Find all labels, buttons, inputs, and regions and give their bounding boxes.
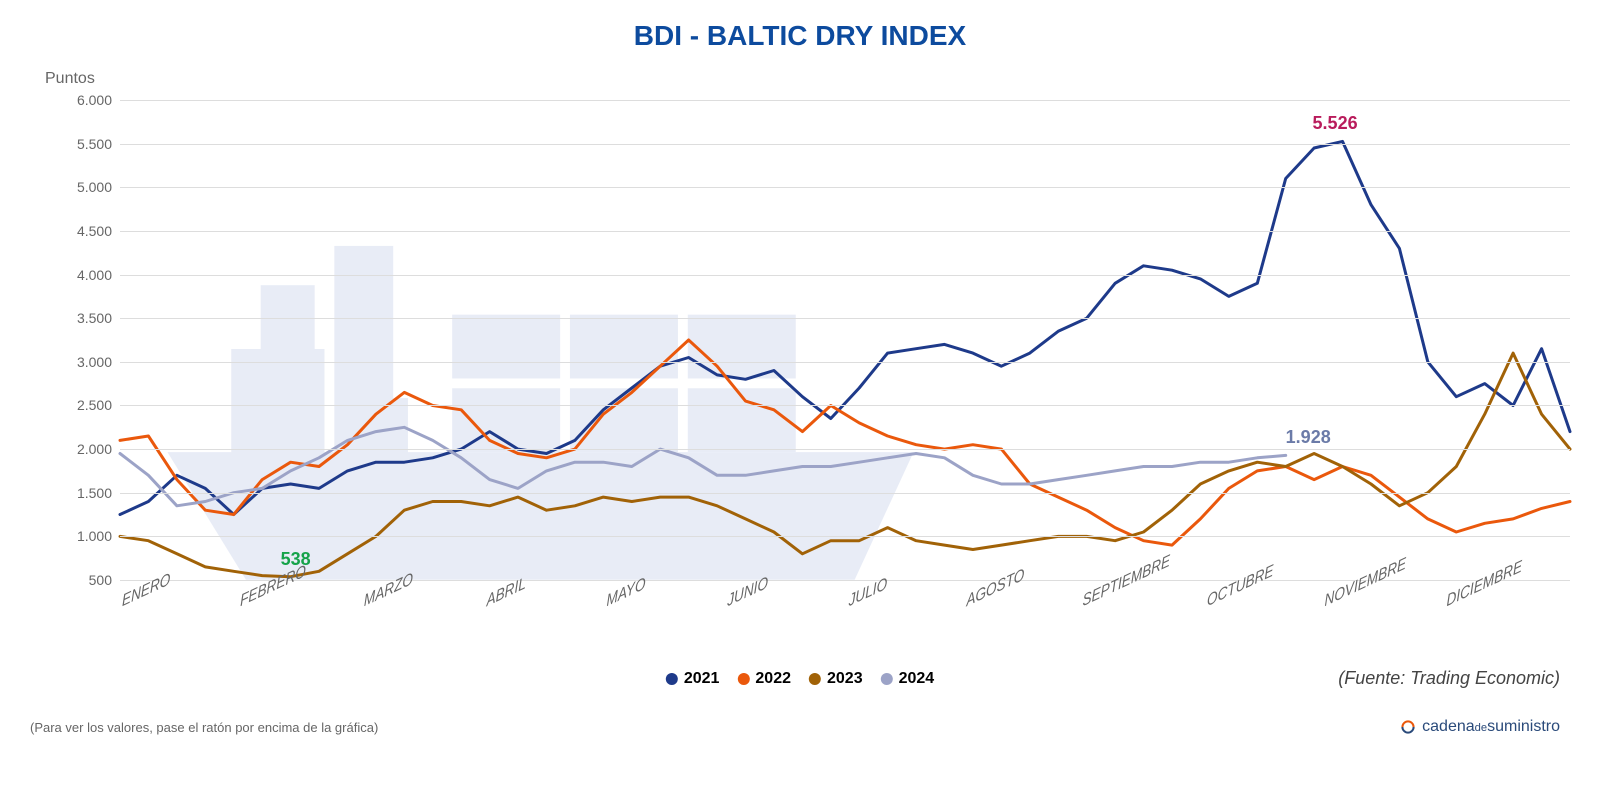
legend-dot-icon <box>809 673 821 685</box>
hover-hint: (Para ver los valores, pase el ratón por… <box>30 720 378 735</box>
grid-line <box>120 405 1570 406</box>
y-axis-label: Puntos <box>45 70 95 88</box>
chart-lines <box>120 100 1570 580</box>
grid-line <box>120 362 1570 363</box>
grid-line <box>120 536 1570 537</box>
y-tick-label: 2.000 <box>77 441 112 457</box>
legend-item-2023[interactable]: 2023 <box>809 670 863 688</box>
grid-line <box>120 493 1570 494</box>
legend-label: 2023 <box>827 670 863 688</box>
grid-line <box>120 275 1570 276</box>
source-text: (Fuente: Trading Economic) <box>1338 668 1560 689</box>
legend-dot-icon <box>666 673 678 685</box>
brand-logo: cadenadesuministro <box>1400 718 1560 736</box>
y-tick-label: 3.500 <box>77 310 112 326</box>
y-tick-label: 4.500 <box>77 223 112 239</box>
grid-line <box>120 100 1570 101</box>
grid-line <box>120 449 1570 450</box>
series-line-2024[interactable] <box>120 427 1286 506</box>
legend-dot-icon <box>881 673 893 685</box>
legend-dot-icon <box>737 673 749 685</box>
legend-label: 2021 <box>684 670 720 688</box>
y-tick-label: 5.000 <box>77 179 112 195</box>
y-tick-label: 1.000 <box>77 528 112 544</box>
annotation-label: 538 <box>281 549 311 570</box>
y-tick-label: 5.500 <box>77 136 112 152</box>
y-tick-label: 500 <box>89 572 112 588</box>
grid-line <box>120 231 1570 232</box>
legend-item-2021[interactable]: 2021 <box>666 670 720 688</box>
logo-text-main: cadena <box>1422 718 1475 735</box>
y-tick-label: 1.500 <box>77 485 112 501</box>
y-tick-label: 2.500 <box>77 397 112 413</box>
legend: 2021 2022 2023 2024 <box>666 670 934 688</box>
logo-text: cadenadesuministro <box>1422 718 1560 736</box>
annotation-label: 5.526 <box>1313 113 1358 134</box>
legend-label: 2022 <box>755 670 791 688</box>
logo-text-mid: de <box>1475 722 1487 734</box>
logo-icon <box>1400 719 1416 735</box>
grid-line <box>120 187 1570 188</box>
chart-title: BDI - BALTIC DRY INDEX <box>20 20 1580 52</box>
series-line-2022[interactable] <box>120 340 1570 545</box>
legend-label: 2024 <box>899 670 935 688</box>
plot-area[interactable]: 5001.0001.5002.0002.5003.0003.5004.0004.… <box>120 100 1570 580</box>
grid-line <box>120 144 1570 145</box>
y-tick-label: 4.000 <box>77 267 112 283</box>
grid-line <box>120 318 1570 319</box>
y-tick-label: 6.000 <box>77 92 112 108</box>
legend-item-2022[interactable]: 2022 <box>737 670 791 688</box>
logo-text-end: suministro <box>1487 718 1560 735</box>
series-line-2021[interactable] <box>120 141 1570 514</box>
chart-container: BDI - BALTIC DRY INDEX Puntos 5001.0001.… <box>20 20 1580 780</box>
y-tick-label: 3.000 <box>77 354 112 370</box>
annotation-label: 1.928 <box>1286 427 1331 448</box>
legend-item-2024[interactable]: 2024 <box>881 670 935 688</box>
